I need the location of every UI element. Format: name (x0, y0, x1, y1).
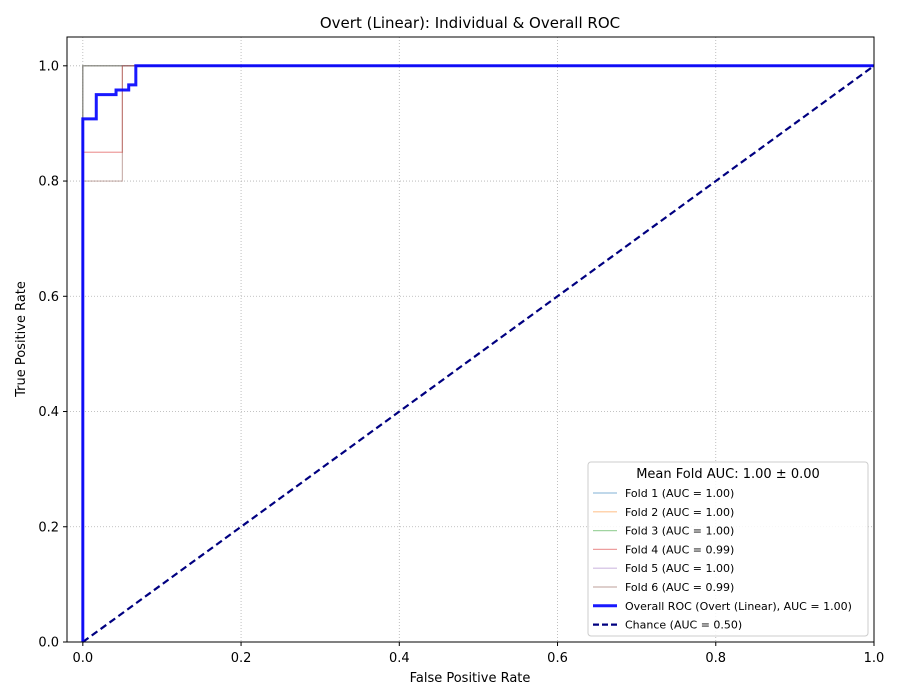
legend-box (587, 461, 869, 637)
y-axis-title: True Positive Rate (14, 281, 29, 398)
y-tick-label: 0.6 (38, 290, 59, 305)
legend-label: Fold 6 (AUC = 0.99) (625, 581, 734, 594)
legend-label: Fold 5 (AUC = 1.00) (625, 562, 734, 575)
y-axis: 0.0 0.2 0.4 0.6 0.8 1.0 (38, 59, 67, 651)
x-tick-label: 0.0 (72, 651, 93, 666)
series-line-8 (82, 64, 874, 643)
y-tick-label: 0.2 (38, 520, 59, 535)
x-axis: 0.0 0.2 0.4 0.6 0.8 1.0 (72, 642, 884, 666)
legend-items: Fold 1 (AUC = 1.00) Fold 2 (AUC = 1.00) Fo… (593, 487, 852, 632)
x-tick-label: 0.6 (547, 651, 568, 666)
x-tick-label: 0.4 (389, 651, 410, 666)
plot-frame (66, 36, 875, 643)
legend-title: Mean Fold AUC: 1.00 ± 0.00 (636, 467, 820, 482)
series-group (81, 64, 874, 643)
x-tick-label: 1.0 (864, 651, 885, 666)
chart-title: Overt (Linear): Individual & Overall ROC (320, 14, 620, 32)
y-tick-label: 0.0 (38, 636, 59, 651)
legend-label: Chance (AUC = 0.50) (625, 619, 742, 632)
legend-label: Fold 2 (AUC = 1.00) (625, 506, 734, 519)
y-tick-label: 0.8 (38, 175, 59, 190)
legend: Mean Fold AUC: 1.00 ± 0.00 Fold 1 (AUC =… (587, 461, 869, 637)
legend-label: Fold 4 (AUC = 0.99) (625, 543, 734, 556)
legend-label: Fold 3 (AUC = 1.00) (625, 525, 734, 538)
series-line-7 (81, 64, 874, 642)
x-tick-label: 0.8 (705, 651, 726, 666)
legend-label: Fold 1 (AUC = 1.00) (625, 487, 734, 500)
legend-label: Overall ROC (Overt (Linear), AUC = 1.00) (625, 600, 852, 613)
x-tick-label: 0.2 (231, 651, 252, 666)
y-tick-label: 1.0 (38, 59, 59, 74)
y-tick-label: 0.4 (38, 405, 59, 420)
x-axis-title: False Positive Rate (410, 671, 531, 686)
